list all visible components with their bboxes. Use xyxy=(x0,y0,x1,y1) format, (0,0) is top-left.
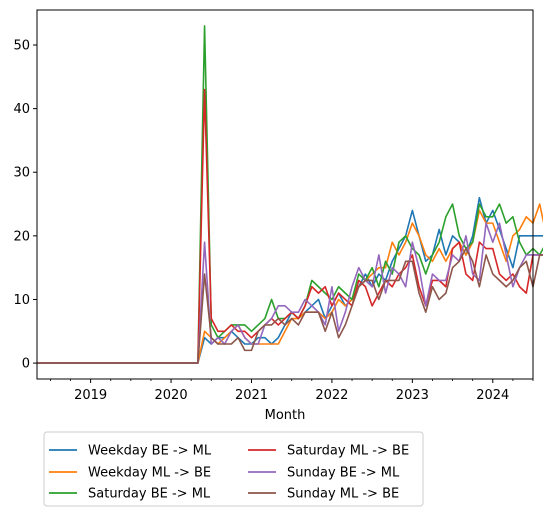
legend-label-1: Weekday ML -> BE xyxy=(88,466,211,481)
series-layer xyxy=(37,25,543,364)
legend-label-5: Sunday ML -> BE xyxy=(287,487,399,502)
x-tick-label: 2019 xyxy=(74,388,107,403)
y-tick-label: 20 xyxy=(13,229,30,244)
legend-box xyxy=(43,431,424,507)
y-tick-label: 10 xyxy=(13,293,30,308)
x-tick-label: 2024 xyxy=(476,388,509,403)
legend-label-0: Weekday BE -> ML xyxy=(88,444,212,459)
legend-label-2: Saturday BE -> ML xyxy=(88,487,211,502)
legend-label-4: Sunday BE -> ML xyxy=(287,466,400,481)
y-tick-label: 30 xyxy=(13,166,30,181)
x-tick-label: 2020 xyxy=(155,388,188,403)
x-axis-label: Month xyxy=(265,408,306,423)
series-line-5 xyxy=(37,247,543,364)
axes-layer: 0 10 20 30 40 50 2019 2020 2021 2022 2023 2024 xyxy=(13,9,534,403)
legend: Weekday BE -> ML Weekday ML -> BE Saturday… xyxy=(43,431,424,507)
y-tick-label: 50 xyxy=(13,38,30,53)
series-line-1 xyxy=(37,203,543,364)
y-tick-label: 40 xyxy=(13,102,30,117)
x-tick-label: 2022 xyxy=(315,388,348,403)
series-line-0 xyxy=(37,196,543,364)
legend-label-3: Saturday ML -> BE xyxy=(287,444,409,459)
plot-frame xyxy=(36,9,534,380)
x-tick-label: 2023 xyxy=(396,388,429,403)
y-tick-label: 0 xyxy=(22,357,30,372)
series-line-4 xyxy=(37,222,543,364)
x-tick-label: 2021 xyxy=(235,388,268,403)
series-line-2 xyxy=(37,25,543,364)
